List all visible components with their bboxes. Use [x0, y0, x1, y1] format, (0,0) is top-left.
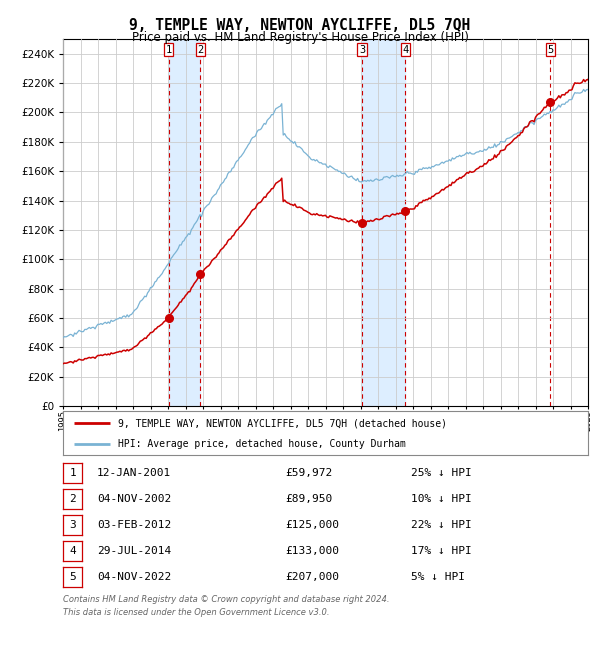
- Bar: [169, 39, 200, 406]
- Text: £59,972: £59,972: [285, 468, 332, 478]
- Text: 4: 4: [69, 546, 76, 556]
- Text: Price paid vs. HM Land Registry's House Price Index (HPI): Price paid vs. HM Land Registry's House …: [131, 31, 469, 44]
- Text: £125,000: £125,000: [285, 520, 339, 530]
- Text: 29-JUL-2014: 29-JUL-2014: [97, 546, 172, 556]
- Text: Contains HM Land Registry data © Crown copyright and database right 2024.: Contains HM Land Registry data © Crown c…: [63, 595, 389, 604]
- Text: 03-FEB-2012: 03-FEB-2012: [97, 520, 172, 530]
- Text: 25% ↓ HPI: 25% ↓ HPI: [411, 468, 472, 478]
- Text: 1: 1: [166, 44, 172, 55]
- Text: HPI: Average price, detached house, County Durham: HPI: Average price, detached house, Coun…: [118, 439, 406, 448]
- Text: 9, TEMPLE WAY, NEWTON AYCLIFFE, DL5 7QH: 9, TEMPLE WAY, NEWTON AYCLIFFE, DL5 7QH: [130, 18, 470, 33]
- Text: 2: 2: [197, 44, 203, 55]
- Text: 12-JAN-2001: 12-JAN-2001: [97, 468, 172, 478]
- Text: 4: 4: [403, 44, 409, 55]
- Text: This data is licensed under the Open Government Licence v3.0.: This data is licensed under the Open Gov…: [63, 608, 329, 618]
- Text: 9, TEMPLE WAY, NEWTON AYCLIFFE, DL5 7QH (detached house): 9, TEMPLE WAY, NEWTON AYCLIFFE, DL5 7QH …: [118, 418, 447, 428]
- Text: 10% ↓ HPI: 10% ↓ HPI: [411, 494, 472, 504]
- Text: 17% ↓ HPI: 17% ↓ HPI: [411, 546, 472, 556]
- Text: 22% ↓ HPI: 22% ↓ HPI: [411, 520, 472, 530]
- Text: £133,000: £133,000: [285, 546, 339, 556]
- Text: 3: 3: [69, 520, 76, 530]
- Text: £207,000: £207,000: [285, 572, 339, 582]
- Text: 5: 5: [547, 44, 553, 55]
- Text: 5: 5: [69, 572, 76, 582]
- Text: 3: 3: [359, 44, 365, 55]
- Bar: [362, 39, 406, 406]
- Text: 5% ↓ HPI: 5% ↓ HPI: [411, 572, 465, 582]
- Text: 04-NOV-2002: 04-NOV-2002: [97, 494, 172, 504]
- Text: 1: 1: [69, 468, 76, 478]
- Text: 2: 2: [69, 494, 76, 504]
- Text: 04-NOV-2022: 04-NOV-2022: [97, 572, 172, 582]
- Text: £89,950: £89,950: [285, 494, 332, 504]
